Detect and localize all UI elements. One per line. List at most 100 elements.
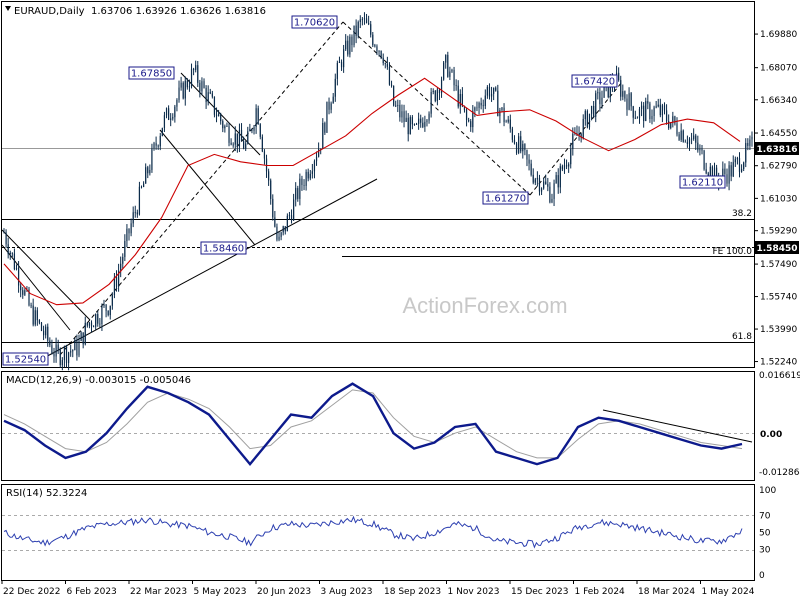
- candle: [630, 92, 632, 111]
- candle: [626, 94, 628, 116]
- candle: [138, 181, 141, 216]
- candle: [580, 133, 582, 143]
- time-tick-label: 1 May 2024: [702, 587, 755, 597]
- candle: [538, 174, 541, 196]
- candle: [480, 97, 482, 110]
- macd-tick-label: -0.012864: [759, 468, 800, 478]
- candle: [453, 66, 455, 92]
- candle: [634, 110, 636, 120]
- candle: [420, 114, 422, 128]
- candle: [88, 322, 91, 329]
- candle: [632, 105, 634, 124]
- candle: [193, 67, 195, 76]
- candle: [280, 231, 282, 241]
- candle: [403, 104, 405, 128]
- candle: [303, 179, 305, 191]
- level-38-label: 38.2: [732, 209, 752, 219]
- time-tick-label: 3 Aug 2023: [321, 587, 373, 597]
- symbol-timeframe: EURAUD,Daily: [14, 6, 85, 17]
- candle: [470, 118, 472, 132]
- candle: [568, 162, 570, 173]
- candle: [365, 13, 368, 24]
- candle: [228, 122, 230, 147]
- candle: [305, 169, 307, 191]
- candle: [163, 111, 166, 133]
- price-annotation-text: 1.62110: [682, 178, 723, 189]
- candle: [670, 122, 672, 130]
- time-tick-label: 22 Mar 2023: [130, 587, 187, 597]
- price-annotation-text: 1.61270: [485, 194, 526, 205]
- price-annotation-text: 1.67420: [574, 77, 615, 88]
- candle: [145, 163, 147, 184]
- candle: [472, 105, 474, 133]
- candle: [190, 63, 193, 89]
- rally-dashed-line: [59, 21, 344, 356]
- candle: [153, 141, 155, 151]
- candle: [684, 139, 686, 143]
- candle: [530, 159, 532, 177]
- candle: [561, 164, 563, 172]
- candle: [361, 17, 363, 26]
- candle: [84, 316, 86, 346]
- candle: [140, 185, 143, 189]
- candle: [234, 126, 236, 152]
- candle: [622, 84, 624, 101]
- trendlines: [1, 21, 623, 361]
- candle: [115, 270, 118, 292]
- price-annotation-text: 1.58460: [203, 244, 244, 255]
- rsi-axis: 100 70 50 30 0: [759, 486, 776, 581]
- candle: [486, 85, 488, 99]
- candle: [647, 94, 649, 110]
- candle: [213, 96, 216, 118]
- candle: [170, 113, 172, 127]
- candle: [59, 347, 61, 368]
- candle: [532, 168, 534, 185]
- candle: [5, 229, 7, 248]
- candle: [536, 171, 538, 187]
- price-annotation: 1.67850: [128, 66, 175, 80]
- rsi-panel: [1, 484, 755, 581]
- watermark: ActionForex.com: [402, 293, 567, 318]
- candle: [703, 149, 705, 171]
- candle: [511, 126, 513, 143]
- candle: [17, 261, 20, 293]
- candle: [393, 85, 395, 107]
- candle: [272, 194, 274, 221]
- candle: [157, 144, 159, 150]
- candle: [553, 179, 555, 207]
- candle: [751, 131, 753, 147]
- candle: [268, 168, 270, 186]
- candle: [693, 128, 695, 141]
- time-tick-label: 18 Sep 2023: [384, 587, 441, 597]
- candle: [261, 134, 263, 153]
- candle: [232, 142, 234, 148]
- candle: [597, 88, 599, 100]
- candle: [678, 131, 680, 141]
- candle: [513, 135, 516, 145]
- moving-average-line: [3, 77, 741, 306]
- candle: [15, 264, 18, 271]
- time-tick-label: 20 Jun 2023: [257, 587, 311, 597]
- candle: [443, 60, 445, 81]
- candle: [482, 99, 484, 113]
- candle: [36, 307, 38, 326]
- candle: [184, 76, 186, 106]
- candle: [195, 60, 197, 73]
- time-axis: 22 Dec 2022 6 Feb 2023 22 Mar 2023 5 May 20…: [1, 580, 755, 597]
- candle: [680, 123, 682, 142]
- support-trendline: [39, 178, 378, 361]
- candle: [438, 88, 441, 101]
- candle: [161, 127, 163, 137]
- candle: [534, 177, 536, 186]
- candle: [524, 143, 526, 156]
- candle: [374, 43, 376, 48]
- candle: [551, 193, 553, 204]
- candle: [47, 323, 49, 347]
- candle: [570, 142, 572, 169]
- candle: [168, 105, 170, 121]
- candle: [53, 347, 55, 363]
- candle: [395, 100, 397, 108]
- candle: [128, 228, 130, 241]
- candle: [49, 337, 51, 348]
- candle: [197, 61, 199, 88]
